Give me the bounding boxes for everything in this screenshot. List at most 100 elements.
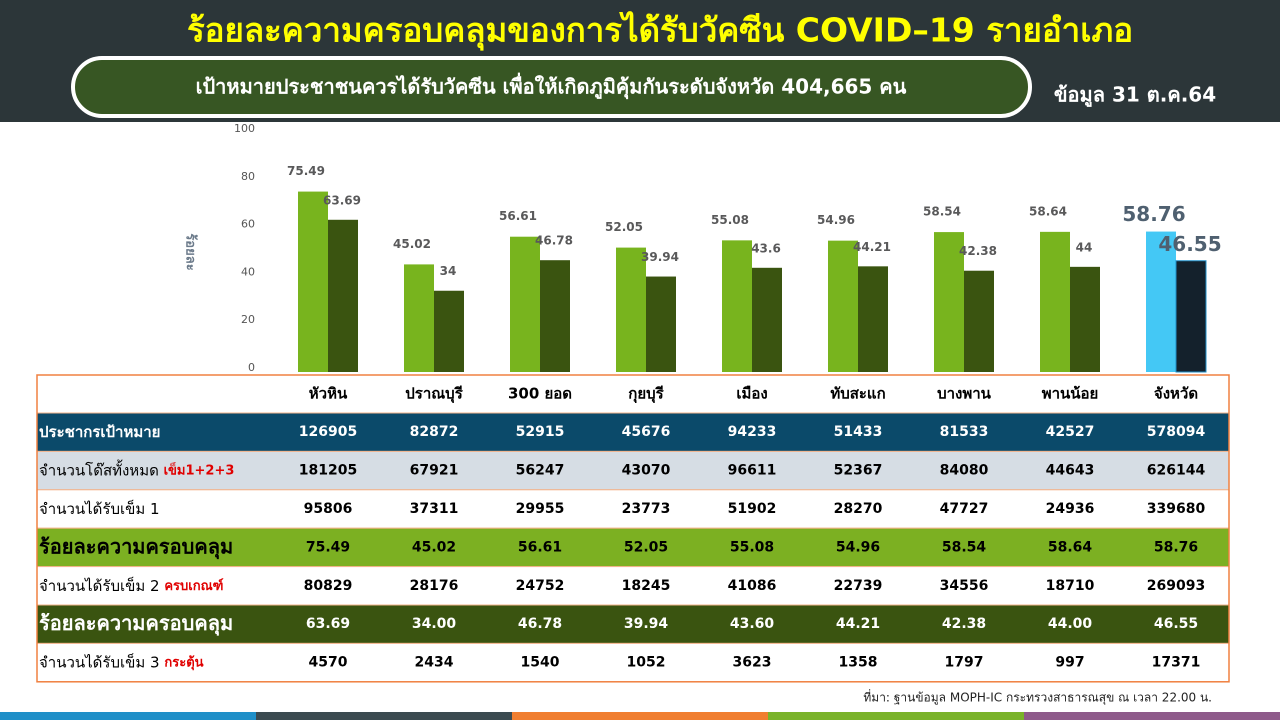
row-label-text: จำนวนโด๊สทั้งหมด <box>39 459 164 479</box>
y-tick-label: 20 <box>241 313 255 326</box>
data-label: 55.08 <box>711 213 749 227</box>
table-cell: 45.02 <box>412 539 456 555</box>
bar <box>510 236 540 372</box>
bar <box>722 240 752 372</box>
table-cell: 18710 <box>1046 578 1095 594</box>
data-label: 58.54 <box>923 205 961 219</box>
table-cell: 44.00 <box>1048 616 1093 632</box>
data-label: 52.05 <box>605 220 643 234</box>
table-row <box>36 489 1230 529</box>
data-label: 63.69 <box>323 193 361 207</box>
bar <box>964 270 994 372</box>
data-label: 44.21 <box>853 240 891 254</box>
table-cell: 56.61 <box>518 539 562 555</box>
data-label: 56.61 <box>499 209 537 223</box>
bar <box>298 191 328 372</box>
table-cell: 41086 <box>728 578 777 594</box>
subtitle-banner <box>71 56 1032 118</box>
row-label: ร้อยละความครอบคลุม <box>39 534 233 559</box>
table-row <box>36 412 1230 452</box>
column-header: พานน้อย <box>1042 385 1099 403</box>
table-cell: 1358 <box>839 655 878 671</box>
y-tick-label: 0 <box>248 361 255 374</box>
column-header: จังหวัด <box>1154 385 1198 403</box>
table-cell: 46.78 <box>518 616 562 632</box>
row-label-text: จำนวนได้รับเข็ม 3 <box>39 652 164 671</box>
bar <box>858 266 888 372</box>
table-cell: 51433 <box>834 424 883 440</box>
column-header: ปราณบุรี <box>405 385 463 404</box>
row-label: จำนวนได้รับเข็ม 1 <box>39 499 160 518</box>
table-cell: 37311 <box>410 501 459 517</box>
table-row <box>36 604 1230 644</box>
row-label: ประชากรเป้าหมาย <box>39 423 160 441</box>
table-cell: 52367 <box>834 463 883 479</box>
bar <box>1146 231 1176 372</box>
row-label-text: จำนวนได้รับเข็ม 1 <box>39 499 160 518</box>
row-label: ร้อยละความครอบคลุม <box>39 611 233 636</box>
y-tick-label: 40 <box>241 265 255 278</box>
bar <box>1175 260 1207 373</box>
table-cell: 95806 <box>304 501 353 517</box>
column-header: ทับสะแก <box>830 385 885 403</box>
date: ข้อมูล 31 ต.ค.64 <box>1054 83 1216 109</box>
bar <box>934 232 964 372</box>
table-cell: 52915 <box>516 424 565 440</box>
row-label: จำนวนได้รับเข็ม 2 ครบเกณฑ์ <box>39 575 223 594</box>
table-border <box>36 374 1230 683</box>
table-cell: 2434 <box>415 655 454 671</box>
data-label: 43.6 <box>751 241 781 255</box>
data-label: 42.38 <box>959 244 997 258</box>
bar <box>404 264 434 372</box>
data-label: 46.55 <box>1158 232 1221 256</box>
row-label-text: ร้อยละความครอบคลุม <box>39 611 233 636</box>
row-label-text: จำนวนได้รับเข็ม 2 <box>39 575 164 594</box>
data-label: 39.94 <box>641 250 679 264</box>
column-header: กุยบุรี <box>628 385 664 404</box>
table-cell: 578094 <box>1147 424 1206 440</box>
bar <box>828 240 858 372</box>
table-cell: 52.05 <box>624 539 668 555</box>
row-label-note: ครบเกณฑ์ <box>164 577 223 593</box>
table-cell: 269093 <box>1147 578 1205 594</box>
table-cell: 1052 <box>627 655 666 671</box>
table-cell: 24936 <box>1046 501 1095 517</box>
row-label-note: เข็ม1+2+3 <box>164 460 235 478</box>
table-cell: 3623 <box>733 655 772 671</box>
data-label: 46.78 <box>535 234 573 248</box>
table-row <box>36 527 1230 568</box>
data-label: 58.76 <box>1122 202 1185 226</box>
table-cell: 44643 <box>1046 463 1095 479</box>
table-cell: 18245 <box>622 578 671 594</box>
subtitle: เป้าหมายประชาชนควรได้รับวัคซีน เพื่อให้เ… <box>196 72 907 101</box>
table-cell: 82872 <box>410 424 459 440</box>
table-cell: 58.76 <box>1154 539 1198 555</box>
row-label-note: กระตุ้น <box>164 654 203 670</box>
row-label: จำนวนได้รับเข็ม 3 กระตุ้น <box>39 652 204 671</box>
table-row <box>36 566 1230 606</box>
table-cell: 17371 <box>1152 655 1201 671</box>
table-cell: 339680 <box>1147 501 1206 517</box>
bar <box>540 260 570 372</box>
table-cell: 39.94 <box>624 616 669 632</box>
table-cell: 126905 <box>299 424 357 440</box>
table-cell: 44.21 <box>836 616 880 632</box>
table-cell: 75.49 <box>306 539 350 555</box>
table-cell: 63.69 <box>306 616 350 632</box>
table-cell: 23773 <box>622 501 671 517</box>
table-cell: 45676 <box>622 424 671 440</box>
column-header: บางพาน <box>937 385 992 403</box>
table-cell: 51902 <box>728 501 777 517</box>
y-tick-label: 60 <box>241 218 255 231</box>
data-label: 34 <box>440 264 457 278</box>
table-cell: 42.38 <box>942 616 986 632</box>
table-cell: 54.96 <box>836 539 880 555</box>
table-cell: 96611 <box>728 463 777 479</box>
table-cell: 58.64 <box>1048 539 1093 555</box>
bar <box>1040 231 1070 372</box>
table-cell: 1540 <box>521 655 560 671</box>
y-axis-label: ร้อยละ <box>183 233 199 270</box>
table-cell: 67921 <box>410 463 459 479</box>
table-cell: 34556 <box>940 578 989 594</box>
